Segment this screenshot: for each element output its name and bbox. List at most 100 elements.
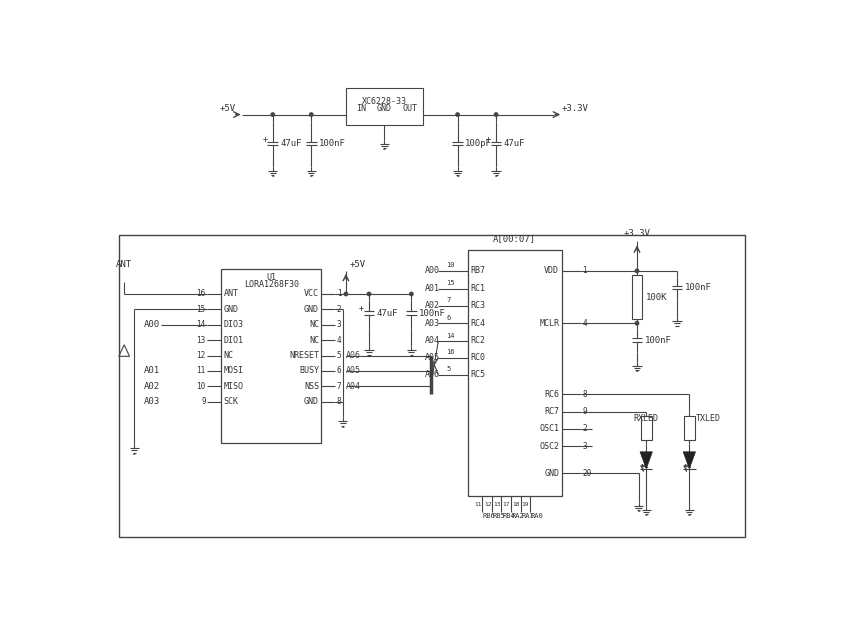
Text: +: + xyxy=(262,135,267,143)
Text: RB7: RB7 xyxy=(470,266,485,275)
Text: 100nF: 100nF xyxy=(645,336,672,345)
Text: GND: GND xyxy=(304,305,319,314)
Text: RB4: RB4 xyxy=(502,513,515,519)
Text: 2: 2 xyxy=(336,305,341,314)
Text: 4: 4 xyxy=(336,336,341,345)
Text: -: - xyxy=(382,145,387,155)
Text: RC3: RC3 xyxy=(470,301,485,310)
Text: A03: A03 xyxy=(425,319,440,328)
Text: 47uF: 47uF xyxy=(504,139,526,148)
Bar xyxy=(641,417,652,440)
Text: RC2: RC2 xyxy=(470,337,485,345)
Text: 13: 13 xyxy=(197,336,206,345)
Text: GND: GND xyxy=(304,397,319,406)
Text: OSC2: OSC2 xyxy=(539,442,559,451)
Text: 13: 13 xyxy=(493,502,500,507)
Text: RXLED: RXLED xyxy=(634,414,659,423)
Text: IN: IN xyxy=(357,104,367,112)
Text: A00: A00 xyxy=(144,320,160,329)
Text: 10: 10 xyxy=(197,382,206,391)
Circle shape xyxy=(456,113,459,116)
Text: OSC1: OSC1 xyxy=(539,424,559,433)
Text: -: - xyxy=(494,173,499,181)
Bar xyxy=(632,276,643,319)
Text: A02: A02 xyxy=(144,382,160,391)
Text: RB6: RB6 xyxy=(483,513,495,519)
Circle shape xyxy=(368,292,371,296)
Text: MISO: MISO xyxy=(224,382,244,391)
Text: 5: 5 xyxy=(446,366,450,373)
Text: A01: A01 xyxy=(425,284,440,293)
Text: 6: 6 xyxy=(336,366,341,376)
Text: NRESET: NRESET xyxy=(289,351,319,360)
Text: 11: 11 xyxy=(197,366,206,376)
Text: 9: 9 xyxy=(201,397,206,406)
Circle shape xyxy=(309,113,313,116)
Bar xyxy=(119,235,745,537)
Circle shape xyxy=(344,292,347,296)
Text: GND: GND xyxy=(377,104,392,112)
Bar xyxy=(221,268,321,443)
Text: -: - xyxy=(309,173,314,181)
Text: RC1: RC1 xyxy=(470,284,485,293)
Text: +: + xyxy=(359,304,364,314)
Text: LORA1268F30: LORA1268F30 xyxy=(244,280,299,289)
Text: GND: GND xyxy=(544,469,559,478)
Text: 15: 15 xyxy=(446,280,454,286)
Text: 12: 12 xyxy=(484,502,491,507)
Circle shape xyxy=(635,269,638,273)
Text: RC6: RC6 xyxy=(544,389,559,399)
Text: RA0: RA0 xyxy=(531,513,543,519)
Text: NSS: NSS xyxy=(304,382,319,391)
Text: RC4: RC4 xyxy=(470,319,485,328)
Text: 3: 3 xyxy=(582,442,587,451)
Text: 100nF: 100nF xyxy=(419,309,446,318)
Text: A[00:07]: A[00:07] xyxy=(493,234,536,243)
Text: 12: 12 xyxy=(197,351,206,360)
Text: RC5: RC5 xyxy=(470,370,485,379)
Text: DIO3: DIO3 xyxy=(224,320,244,329)
Text: 18: 18 xyxy=(512,502,520,507)
Text: 2: 2 xyxy=(582,424,587,433)
Text: ANT: ANT xyxy=(224,289,239,299)
Text: -: - xyxy=(132,450,136,459)
Text: SCK: SCK xyxy=(224,397,239,406)
Text: 100K: 100K xyxy=(646,292,668,302)
Text: -: - xyxy=(341,423,345,432)
Text: -: - xyxy=(409,352,414,361)
Text: RB5: RB5 xyxy=(493,513,505,519)
Text: 100nF: 100nF xyxy=(319,139,346,148)
Text: 15: 15 xyxy=(197,305,206,314)
Text: -: - xyxy=(271,173,275,181)
Circle shape xyxy=(410,292,413,296)
Text: -: - xyxy=(687,511,691,520)
Text: 16: 16 xyxy=(197,289,206,299)
Text: VDD: VDD xyxy=(544,266,559,275)
Text: 10: 10 xyxy=(446,263,454,268)
Text: VCC: VCC xyxy=(304,289,319,299)
Text: 8: 8 xyxy=(336,397,341,406)
Text: OUT: OUT xyxy=(402,104,417,112)
Text: A05: A05 xyxy=(425,353,440,363)
Text: 19: 19 xyxy=(521,502,529,507)
Bar xyxy=(684,417,695,440)
Text: -: - xyxy=(635,367,639,376)
Text: +5V: +5V xyxy=(350,260,366,270)
Text: A04: A04 xyxy=(425,337,440,345)
Text: 6: 6 xyxy=(446,315,450,321)
Text: MCLR: MCLR xyxy=(539,319,559,328)
Text: 7: 7 xyxy=(446,297,450,303)
Text: -: - xyxy=(636,507,641,517)
Text: ANT: ANT xyxy=(116,260,132,270)
Text: A04: A04 xyxy=(346,382,361,391)
Text: TXLED: TXLED xyxy=(696,414,721,423)
Text: XC6228-33: XC6228-33 xyxy=(362,97,407,106)
Text: A05: A05 xyxy=(346,366,361,376)
Text: 17: 17 xyxy=(502,502,510,507)
Text: DIO1: DIO1 xyxy=(224,336,244,345)
Text: A02: A02 xyxy=(425,301,440,310)
Polygon shape xyxy=(640,452,653,469)
Text: 11: 11 xyxy=(474,502,481,507)
Text: RC7: RC7 xyxy=(544,407,559,416)
Text: 9: 9 xyxy=(582,407,587,416)
